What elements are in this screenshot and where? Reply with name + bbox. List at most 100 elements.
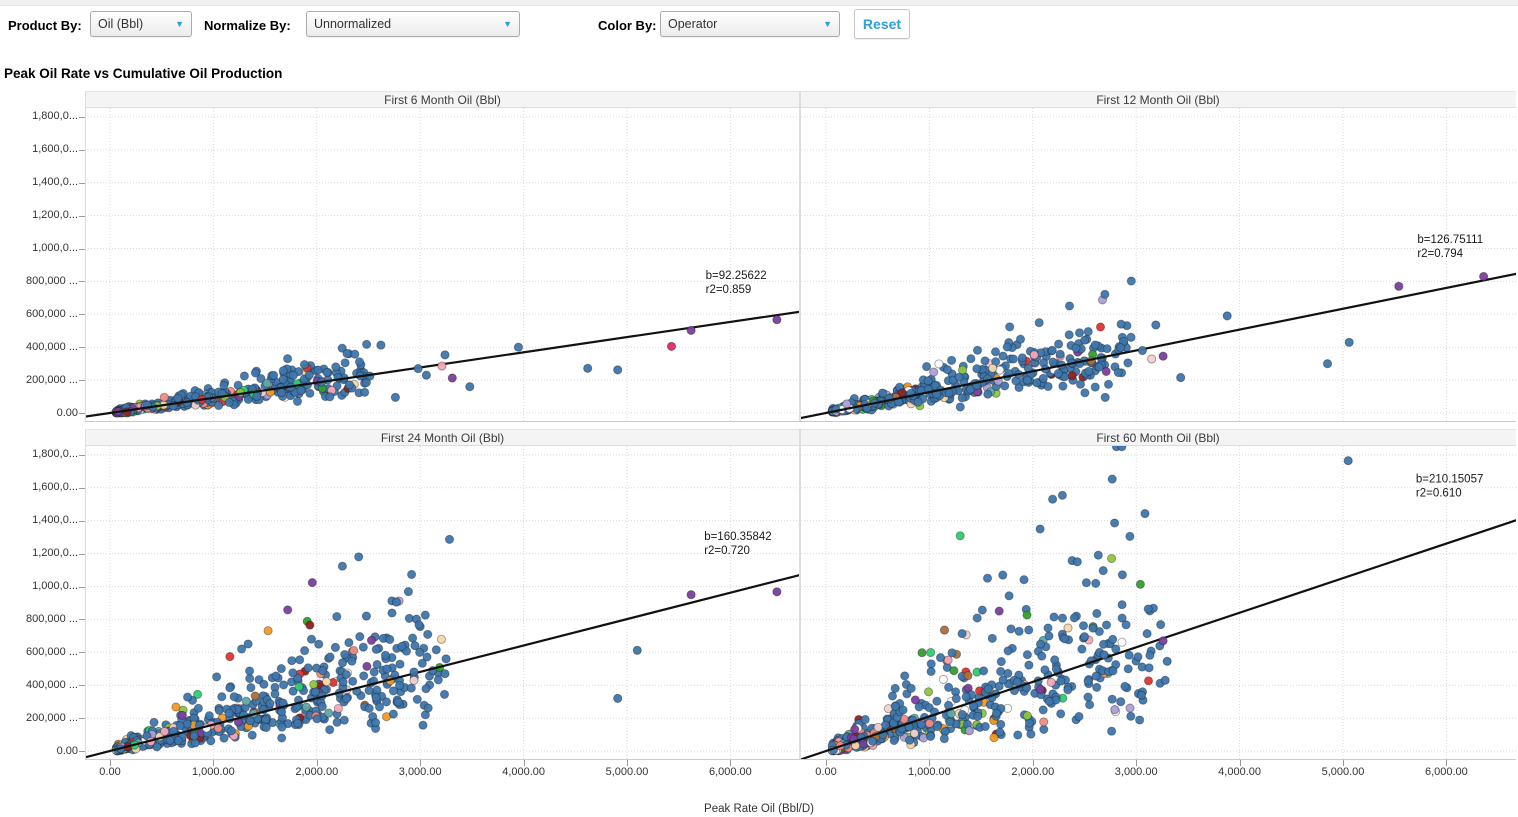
y-tick-mark bbox=[79, 553, 85, 555]
outlier-points bbox=[1100, 271, 1489, 402]
scatter-plot-24mo[interactable]: b=160.35842 r2=0.720 bbox=[85, 446, 800, 759]
x-tick-mark bbox=[1136, 760, 1138, 766]
y-tick-label: 800,000 ... bbox=[26, 612, 78, 625]
y-tick-label: 200,000 ... bbox=[26, 373, 78, 386]
x-tick-mark bbox=[213, 760, 215, 766]
gridlines bbox=[85, 446, 800, 759]
y-tick-label: 600,000 ... bbox=[26, 645, 78, 658]
panel-left-edge bbox=[85, 91, 86, 421]
y-tick-mark bbox=[79, 520, 85, 522]
x-tick-label: 0.00 bbox=[99, 766, 121, 778]
subplot-title-text: First 12 Month Oil (Bbl) bbox=[1096, 93, 1220, 107]
y-tick-label: 200,000 ... bbox=[26, 711, 78, 724]
x-tick-label: 6,000.00 bbox=[1424, 766, 1468, 778]
x-tick-label: 1,000.00 bbox=[191, 766, 235, 778]
x-tick-mark bbox=[730, 760, 732, 766]
x-tick-mark bbox=[1343, 760, 1344, 766]
x-tick-label: 5,000.00 bbox=[605, 766, 649, 778]
scatter-points bbox=[111, 534, 455, 756]
y-tick-label: 1,400,0... bbox=[32, 176, 78, 189]
color-by-value: Operator bbox=[668, 17, 718, 31]
y-tick-label: 1,200,0... bbox=[32, 547, 78, 560]
top-strip bbox=[0, 0, 1518, 6]
y-tick-mark bbox=[79, 314, 85, 316]
y-tick-mark bbox=[79, 149, 85, 151]
subplot-title-text: First 6 Month Oil (Bbl) bbox=[384, 93, 501, 107]
x-tick-label: 2,000.00 bbox=[1011, 766, 1055, 778]
scatter-points bbox=[111, 339, 375, 418]
x-tick-label: 3,000.00 bbox=[398, 766, 442, 778]
y-tick-label: 800,000 ... bbox=[26, 274, 78, 287]
x-tick-mark bbox=[523, 760, 525, 766]
y-tick-label: 1,400,0... bbox=[32, 514, 78, 527]
y-tick-mark bbox=[79, 619, 85, 621]
regression-line bbox=[85, 573, 800, 759]
y-tick-label: 400,000 ... bbox=[26, 678, 78, 691]
y-tick-label: 400,000 ... bbox=[26, 340, 78, 353]
scatter-plot-6mo[interactable]: b=92.25622 r2=0.859 bbox=[85, 108, 800, 421]
outlier-points bbox=[376, 315, 782, 402]
x-tick-mark bbox=[1239, 760, 1241, 766]
y-tick-mark bbox=[79, 586, 85, 588]
y-tick-mark bbox=[79, 685, 85, 687]
regression-line bbox=[801, 272, 1516, 420]
subplot-title-24mo: First 24 Month Oil (Bbl) bbox=[85, 429, 800, 446]
scatter-plot-12mo[interactable]: b=126.75111 r2=0.794 bbox=[801, 108, 1516, 421]
y-tick-label: 600,000 ... bbox=[26, 307, 78, 320]
x-tick-mark bbox=[1446, 760, 1448, 766]
y-tick-mark bbox=[79, 413, 85, 414]
reset-button[interactable]: Reset bbox=[854, 9, 910, 39]
subplot-title-60mo: First 60 Month Oil (Bbl) bbox=[800, 429, 1516, 446]
toolbar: Product By: Oil (Bbl) ▼ Normalize By: Un… bbox=[0, 6, 1518, 48]
subplot-title-text: First 24 Month Oil (Bbl) bbox=[380, 431, 505, 445]
x-tick-mark bbox=[929, 760, 931, 766]
product-by-value: Oil (Bbl) bbox=[98, 17, 144, 31]
color-by-dropdown[interactable]: Operator ▼ bbox=[660, 11, 840, 37]
normalize-by-dropdown[interactable]: Unnormalized ▼ bbox=[306, 11, 520, 37]
x-tick-label: 1,000.00 bbox=[907, 766, 951, 778]
x-tick-mark bbox=[1032, 760, 1034, 766]
product-by-dropdown[interactable]: Oil (Bbl) ▼ bbox=[90, 11, 192, 37]
gridlines bbox=[85, 108, 800, 421]
scatter-points bbox=[827, 446, 1166, 756]
fit-annotation: b=126.75111 r2=0.794 bbox=[1417, 234, 1483, 260]
y-tick-mark bbox=[79, 751, 85, 752]
y-tick-mark bbox=[79, 487, 85, 489]
x-tick-label: 5,000.00 bbox=[1321, 766, 1365, 778]
y-tick-mark bbox=[79, 347, 85, 349]
panel-divider bbox=[799, 429, 801, 759]
fit-annotation: b=160.35842 r2=0.720 bbox=[704, 531, 771, 557]
y-tick-mark bbox=[79, 116, 85, 118]
y-tick-label: 1,800,0... bbox=[32, 110, 78, 123]
scatter-plot-60mo[interactable]: b=210.15057 r2=0.610 bbox=[801, 446, 1516, 759]
x-tick-mark bbox=[826, 760, 827, 766]
x-tick-mark bbox=[420, 760, 422, 766]
y-tick-label: 1,200,0... bbox=[32, 209, 78, 222]
y-tick-label: 0.00 bbox=[56, 744, 78, 757]
outlier-points bbox=[330, 587, 782, 703]
chevron-down-icon: ▼ bbox=[823, 19, 832, 29]
y-tick-label: 1,800,0... bbox=[32, 448, 78, 461]
x-tick-mark bbox=[627, 760, 628, 766]
y-tick-label: 0.00 bbox=[56, 406, 78, 419]
color-by-label: Color By: bbox=[598, 18, 657, 33]
y-tick-label: 1,600,0... bbox=[32, 481, 78, 494]
page-title: Peak Oil Rate vs Cumulative Oil Producti… bbox=[4, 66, 283, 81]
y-tick-mark bbox=[79, 454, 85, 456]
y-tick-mark bbox=[79, 281, 85, 283]
y-tick-mark bbox=[79, 652, 85, 654]
x-tick-label: 6,000.00 bbox=[708, 766, 752, 778]
y-tick-label: 1,600,0... bbox=[32, 143, 78, 156]
gridlines bbox=[801, 108, 1516, 421]
panel-bottom-edge bbox=[85, 759, 1516, 760]
subplot-title-text: First 60 Month Oil (Bbl) bbox=[1096, 431, 1220, 445]
x-tick-label: 4,000.00 bbox=[502, 766, 545, 778]
fit-annotation: b=92.25622 r2=0.859 bbox=[706, 270, 767, 296]
fit-annotation: b=210.15057 r2=0.610 bbox=[1416, 474, 1483, 500]
normalize-by-label: Normalize By: bbox=[204, 18, 291, 33]
x-tick-label: 0.00 bbox=[815, 766, 837, 778]
regression-line bbox=[801, 519, 1516, 759]
gridlines bbox=[801, 446, 1516, 759]
x-tick-label: 2,000.00 bbox=[295, 766, 339, 778]
